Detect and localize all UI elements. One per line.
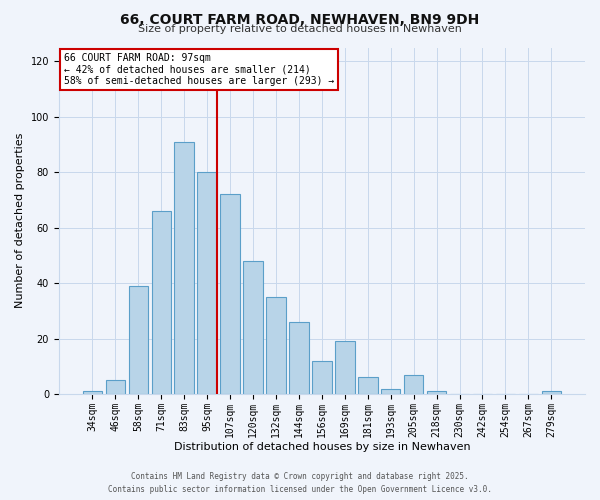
Bar (335, 342, 355, 394)
Text: 66, COURT FARM ROAD, NEWHAVEN, BN9 9DH: 66, COURT FARM ROAD, NEWHAVEN, BN9 9DH (121, 12, 479, 26)
Bar (83, 392, 102, 394)
Bar (358, 378, 377, 394)
Bar (381, 388, 400, 394)
Bar (106, 380, 125, 394)
X-axis label: Distribution of detached houses by size in Newhaven: Distribution of detached houses by size … (173, 442, 470, 452)
Bar (289, 322, 308, 394)
Text: Size of property relative to detached houses in Newhaven: Size of property relative to detached ho… (138, 24, 462, 34)
Bar (152, 211, 171, 394)
Bar (427, 392, 446, 394)
Text: 66 COURT FARM ROAD: 97sqm
← 42% of detached houses are smaller (214)
58% of semi: 66 COURT FARM ROAD: 97sqm ← 42% of detac… (64, 52, 334, 86)
Bar (220, 194, 240, 394)
Bar (244, 261, 263, 394)
Y-axis label: Number of detached properties: Number of detached properties (15, 133, 25, 308)
Bar (542, 392, 561, 394)
Text: Contains HM Land Registry data © Crown copyright and database right 2025.
Contai: Contains HM Land Registry data © Crown c… (108, 472, 492, 494)
Bar (128, 286, 148, 394)
Bar (175, 142, 194, 394)
Bar (404, 374, 424, 394)
Bar (312, 361, 332, 394)
Bar (197, 172, 217, 394)
Bar (266, 297, 286, 394)
